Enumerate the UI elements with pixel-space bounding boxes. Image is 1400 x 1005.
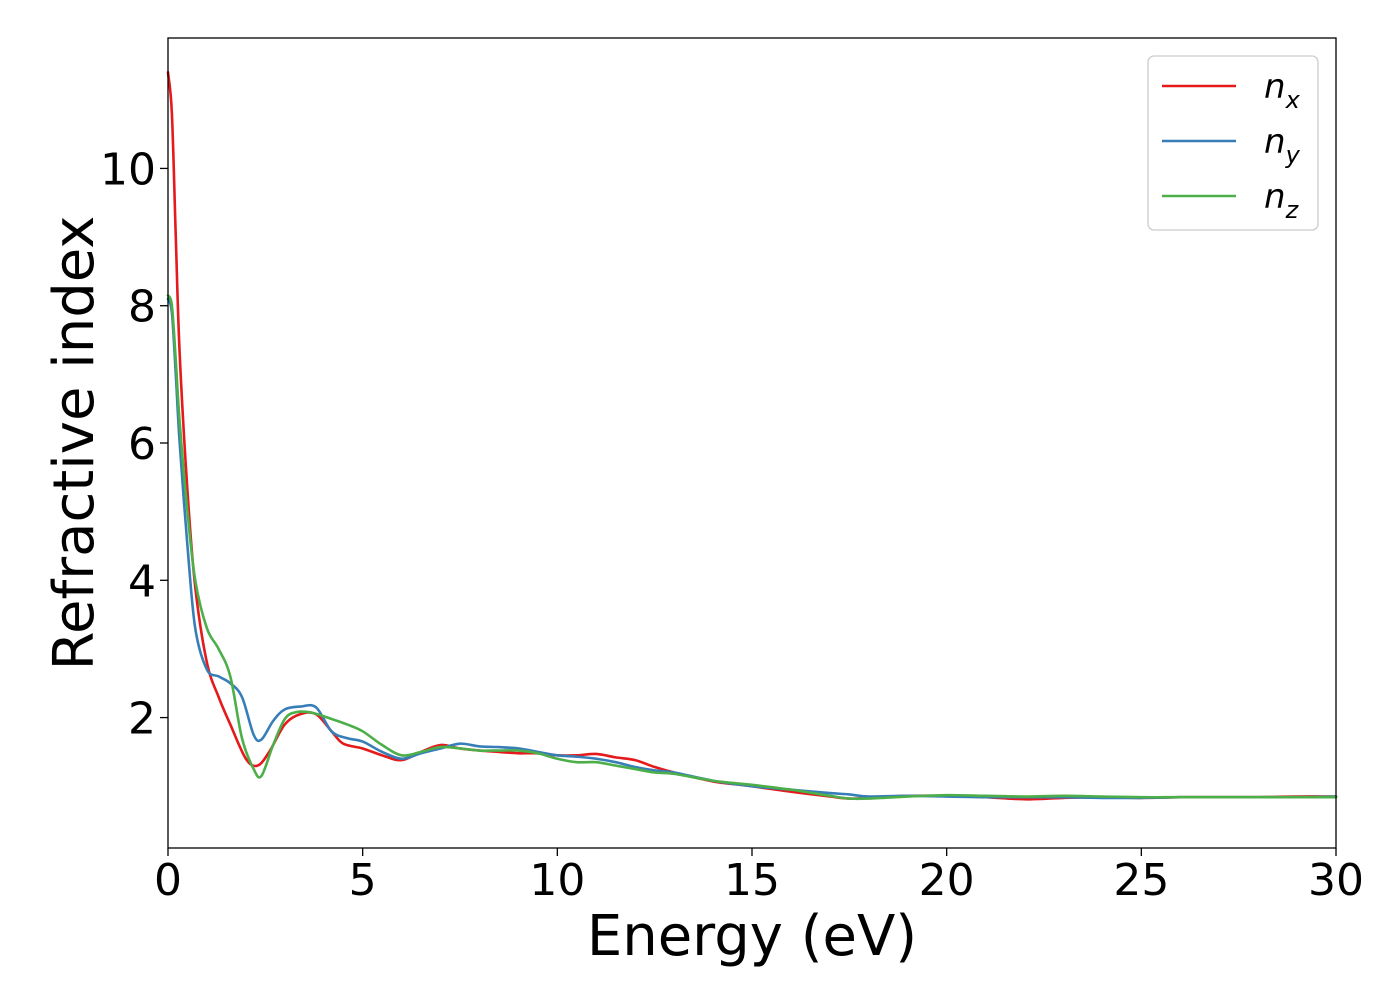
series-line-z <box>166 294 1338 801</box>
x-tick-label: 5 <box>349 855 377 906</box>
y-tick-label: 6 <box>128 419 156 470</box>
y-tick-label: 10 <box>100 144 156 195</box>
y-tick-label: 8 <box>128 282 156 333</box>
ticks-layer: 0 5 10 15 20 25 30 2 4 6 8 10 <box>100 144 1364 906</box>
y-tick-label: 4 <box>128 556 156 607</box>
legend-label-base: n <box>1264 122 1286 162</box>
series-layer <box>166 71 1338 801</box>
legend-box <box>1147 55 1319 231</box>
legend-label-base: n <box>1264 177 1286 217</box>
legend-label-subscript: z <box>1285 196 1300 224</box>
x-tick-label: 30 <box>1308 855 1364 906</box>
x-axis-title: Energy (eV) <box>587 904 917 969</box>
legend-label-base: n <box>1264 67 1286 107</box>
x-tick-label: 20 <box>919 855 975 906</box>
y-axis-title: Refractive index <box>42 216 107 671</box>
legend-label-x: nx <box>1264 67 1301 114</box>
legend-label-subscript: y <box>1285 141 1301 169</box>
y-tick-label: 2 <box>128 694 156 745</box>
legend-label-subscript: x <box>1285 86 1301 114</box>
x-tick-label: 10 <box>529 855 585 906</box>
x-tick-label: 0 <box>154 855 182 906</box>
legend-label-y: ny <box>1264 122 1301 169</box>
x-tick-label: 15 <box>724 855 780 906</box>
legend-label-z: nz <box>1264 177 1300 224</box>
x-tick-label: 25 <box>1113 855 1169 906</box>
